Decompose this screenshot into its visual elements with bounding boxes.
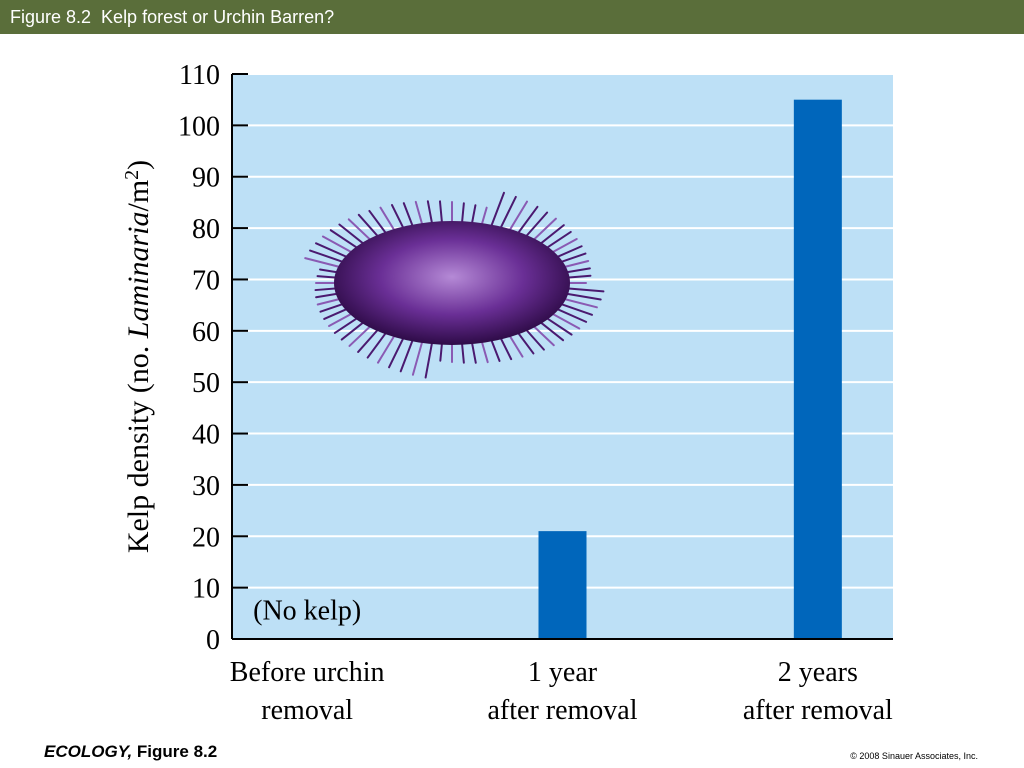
- y-tick-label: 80: [192, 214, 220, 245]
- ylabel-close: ): [122, 160, 155, 170]
- footer-book-title: ECOLOGY,: [44, 742, 133, 761]
- y-tick-label: 110: [179, 60, 220, 91]
- bar-2: [538, 531, 587, 639]
- footer-source: ECOLOGY, Figure 8.2: [44, 742, 217, 762]
- axes: [231, 73, 893, 640]
- ylabel-genus: Laminaria: [122, 212, 155, 340]
- ylabel-unit: /m: [122, 180, 155, 212]
- x-category-labels: Before urchin removal 1 year after removal 2…: [230, 657, 893, 726]
- sea-urchin-illustration: [304, 191, 605, 379]
- title-bar: Figure 8.2 Kelp forest or Urchin Barren?: [0, 0, 1024, 34]
- bar-3: [793, 99, 842, 639]
- no-kelp-annotation: (No kelp): [253, 596, 361, 627]
- x-label-line2: removal: [261, 695, 353, 726]
- ylabel-prefix: Kelp density (no.: [122, 338, 155, 553]
- x-label-line2: after removal: [487, 695, 637, 726]
- y-tick-label: 70: [192, 265, 220, 296]
- y-tick-label: 40: [192, 420, 220, 451]
- footer-figure-number: Figure 8.2: [132, 742, 218, 761]
- y-tick-label: 10: [192, 574, 220, 605]
- kelp-density-chart: 0 10 20 30 40 50 60 70 80 90 100 110 Before urchin r…: [121, 60, 893, 726]
- urchin-body: [334, 221, 570, 345]
- y-tick-label: 100: [178, 111, 220, 142]
- y-tick-label: 60: [192, 317, 220, 348]
- ylabel-superscript: 2: [121, 170, 143, 180]
- slide-title: Figure 8.2 Kelp forest or Urchin Barren?: [10, 7, 335, 27]
- copyright-notice: © 2008 Sinauer Associates, Inc.: [850, 751, 978, 761]
- x-label-line1: Before urchin: [230, 657, 385, 688]
- y-tick-label: 30: [192, 471, 220, 502]
- y-axis-label: Kelp density (no. Laminaria/m2): [121, 160, 155, 553]
- x-label-line1: 1 year: [528, 657, 598, 688]
- x-label-line2: after removal: [743, 695, 893, 726]
- y-tick-label: 0: [206, 625, 220, 656]
- y-tick-label: 90: [192, 163, 220, 194]
- x-label-line1: 2 years: [778, 657, 858, 688]
- bars: [538, 99, 842, 639]
- y-tick-label: 50: [192, 368, 220, 399]
- y-tick-label: 20: [192, 522, 220, 553]
- y-tick-labels: 0 10 20 30 40 50 60 70 80 90 100 110: [178, 60, 220, 656]
